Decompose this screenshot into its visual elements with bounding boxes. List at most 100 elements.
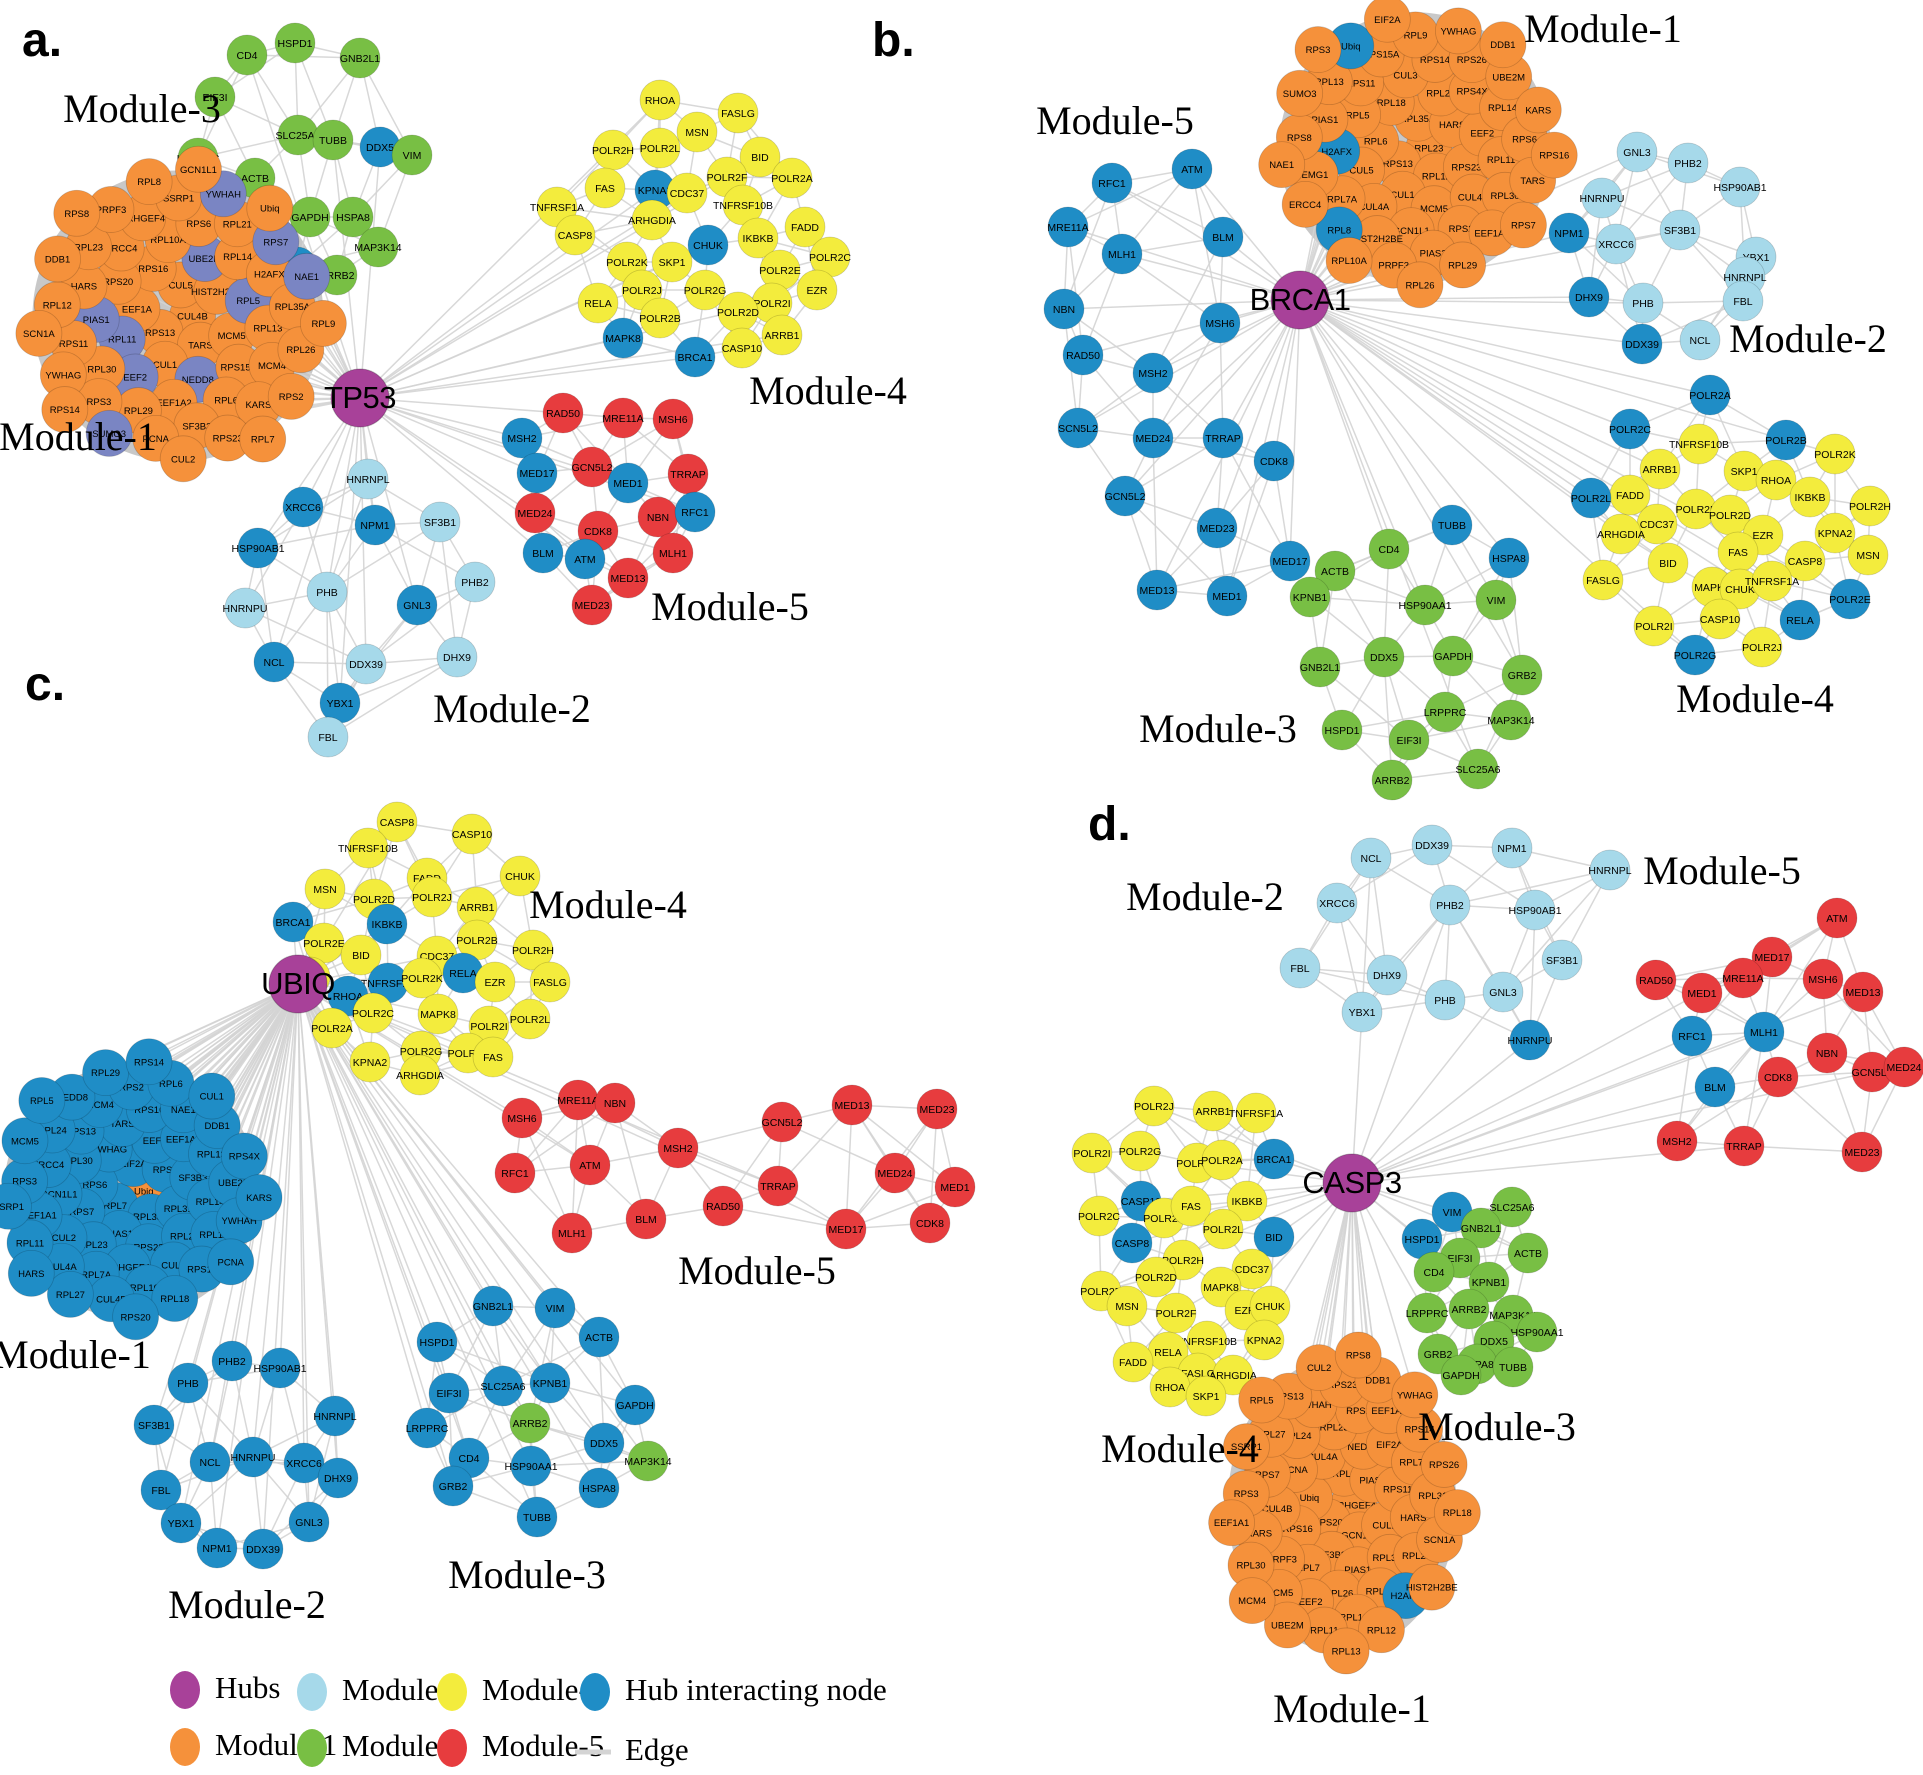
node-label-RPL29: RPL29 <box>124 406 153 417</box>
node-ATM <box>569 1144 611 1186</box>
node-label-GNB2L1: GNB2L1 <box>1461 1223 1501 1235</box>
node-YBX1 <box>160 1502 202 1544</box>
node-PHB <box>1622 282 1664 324</box>
node-TNFRSF10B <box>347 827 389 869</box>
node-label-GAPDH: GAPDH <box>1434 651 1471 663</box>
node-label-RPL12: RPL12 <box>199 1230 228 1241</box>
node-DDX39 <box>345 643 387 685</box>
node-DDB1 <box>34 235 81 283</box>
node-label-VIM: VIM <box>546 1303 565 1315</box>
node-label-RPL14: RPL14 <box>1488 103 1517 114</box>
node-POLR2I <box>1071 1132 1113 1174</box>
node-label-RPS16: RPS16 <box>138 264 168 275</box>
hub-spoke <box>297 983 454 1487</box>
node-label-RPS6: RPS6 <box>186 219 211 230</box>
node-label-SSRP1: SSRP1 <box>163 193 194 204</box>
node-label-MED23: MED23 <box>1844 1147 1879 1159</box>
node-label-MCM5: MCM5 <box>1265 1588 1293 1599</box>
node-label-ARRB1: ARRB1 <box>1642 464 1677 476</box>
node-label-RPL27: RPL27 <box>1257 1430 1286 1441</box>
node-label-POLR2B: POLR2B <box>639 313 680 325</box>
node-EZR <box>474 961 516 1003</box>
node-label-CUL5: CUL5 <box>169 280 193 291</box>
node-FBL <box>307 716 349 758</box>
node-label-RPS7: RPS7 <box>1255 1470 1280 1481</box>
node-label-RPL18: RPL18 <box>160 1294 189 1305</box>
node-label-YWHAG: YWHAG <box>1440 26 1476 37</box>
node-label-CUL4B: CUL4B <box>96 1294 127 1305</box>
node-label-POLR2C: POLR2C <box>1078 1211 1120 1223</box>
node-label-RPS14: RPS14 <box>50 405 80 416</box>
node-label-MED17: MED17 <box>828 1224 863 1236</box>
node-IKBKB <box>1226 1180 1268 1222</box>
node-label-MCM5: MCM5 <box>218 331 246 342</box>
node-label-NEDD8: NEDD8 <box>1347 1442 1379 1453</box>
node-SKP1 <box>1185 1375 1227 1417</box>
hub-spoke <box>339 397 361 704</box>
hub-spoke <box>297 983 600 1338</box>
node-ARRB2 <box>1448 1288 1490 1330</box>
node-label-RPL29: RPL29 <box>91 1068 120 1079</box>
node-label-BID: BID <box>1659 558 1677 570</box>
node-GAPDH <box>614 1384 656 1426</box>
node-label-CDC37: CDC37 <box>1640 519 1675 531</box>
node-label-CDK8: CDK8 <box>1764 1072 1792 1084</box>
node-label-RHOA: RHOA <box>645 95 675 107</box>
node-label-MAPK8: MAPK8 <box>1203 1282 1239 1294</box>
node-label-TNFRSF1A: TNFRSF1A <box>1745 576 1799 588</box>
node-label-DDB1: DDB1 <box>204 1121 229 1132</box>
node-MED17 <box>516 452 558 494</box>
node-label-FADD: FADD <box>1119 1357 1147 1369</box>
node-HNRNPU <box>232 1436 274 1478</box>
node-CDK8 <box>909 1202 951 1244</box>
node-POLR2A <box>1689 374 1731 416</box>
node-HSPD1 <box>1321 709 1363 751</box>
node-label-HSPD1: HSPD1 <box>419 1337 454 1349</box>
node-RPL12 <box>1358 1606 1405 1654</box>
node-label-RAD50: RAD50 <box>546 408 580 420</box>
node-CD4 <box>1368 528 1410 570</box>
node-label-MRE11A: MRE11A <box>602 413 643 425</box>
node-label-SLC25A6: SLC25A6 <box>276 130 321 142</box>
node-label-TUBB: TUBB <box>1438 520 1466 532</box>
node-label-GCN5L2: GCN5L2 <box>1852 1067 1893 1079</box>
node-label-UBE2M: UBE2M <box>1271 1620 1304 1631</box>
module-title-c-Module-2: Module-2 <box>168 1582 326 1627</box>
node-label-EIF2A: EIF2A <box>1376 1440 1403 1451</box>
node-POLR2B <box>1765 419 1807 461</box>
node-label-DHX9: DHX9 <box>1575 292 1603 304</box>
node-label-RPS23: RPS23 <box>213 434 243 445</box>
node-POLR2K <box>401 957 443 999</box>
node-HIST2H2BE <box>1408 1563 1456 1611</box>
node-label-MAPK8: MAPK8 <box>605 333 641 345</box>
legend-swatch-Module-4 <box>437 1673 467 1711</box>
node-NBN <box>1043 288 1085 330</box>
node-BLM <box>1202 216 1244 258</box>
node-label-CUL3: CUL3 <box>1393 70 1417 81</box>
node-KPNA2 <box>1243 1319 1285 1361</box>
node-MSH2 <box>1132 352 1174 394</box>
node-label-NBN: NBN <box>604 1098 626 1110</box>
node-label-GNL3: GNL3 <box>1489 987 1517 999</box>
node-label-CASP8: CASP8 <box>558 230 593 242</box>
node-RPL7 <box>239 415 287 463</box>
node-label-POLR2A: POLR2A <box>311 1023 352 1035</box>
edge <box>326 478 369 593</box>
hub-spoke <box>1299 299 1643 345</box>
node-label-BRCA1: BRCA1 <box>275 917 310 929</box>
node-RPS4X <box>220 1132 268 1180</box>
node-POLR2K <box>1814 433 1856 475</box>
node-label-POLR2E: POLR2E <box>303 938 344 950</box>
node-label-DHX9: DHX9 <box>1373 970 1401 982</box>
node-label-ARHGDIA: ARHGDIA <box>1209 1370 1257 1382</box>
node-label-RPS13: RPS13 <box>1274 1392 1304 1403</box>
node-label-KPNA2: KPNA2 <box>353 1057 388 1069</box>
node-label-DDX5: DDX5 <box>1480 1336 1508 1348</box>
node-ARRB1 <box>1639 448 1681 490</box>
hub-spoke <box>1351 1086 1716 1184</box>
edge <box>851 1104 956 1188</box>
node-label-EEF2: EEF2 <box>1470 129 1494 140</box>
node-label-SF3B3: SF3B3 <box>178 1173 207 1184</box>
node-label-HNRNPL: HNRNPL <box>1588 865 1631 877</box>
node-RFC1 <box>1091 162 1133 204</box>
